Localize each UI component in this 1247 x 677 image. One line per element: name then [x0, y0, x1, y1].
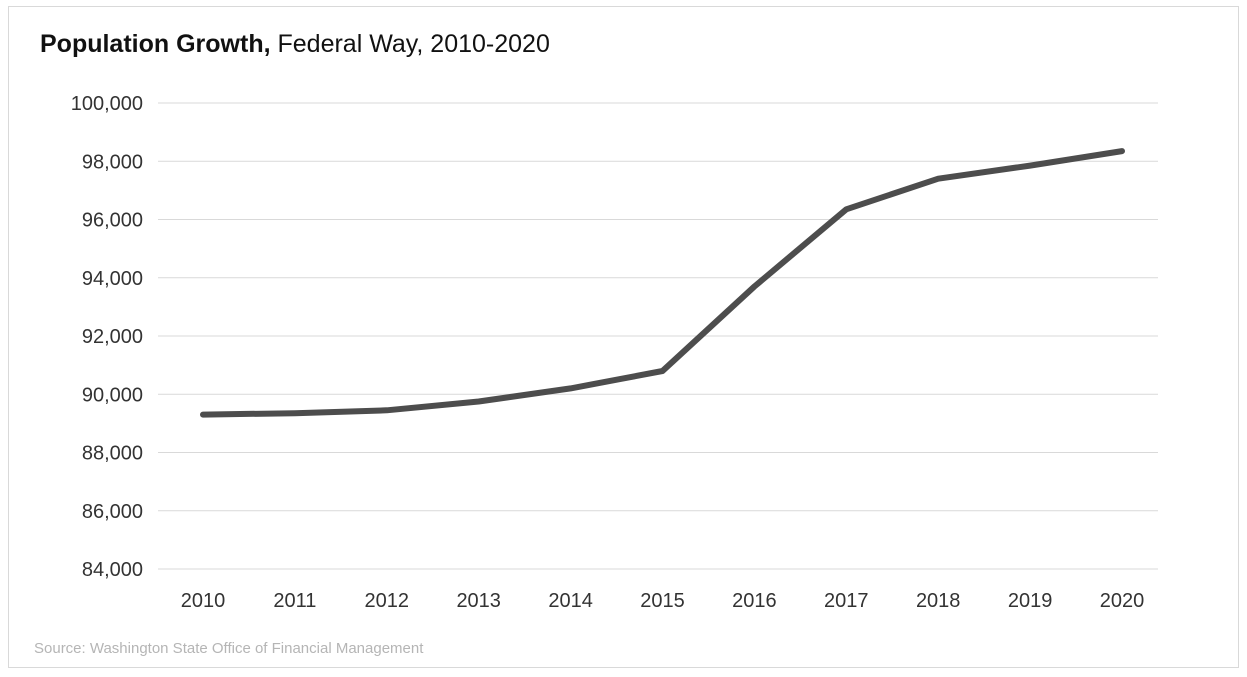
y-tick-label: 94,000 [82, 268, 143, 290]
chart-title-bold: Population Growth, [40, 30, 271, 58]
x-tick-label: 2019 [1008, 590, 1053, 612]
y-tick-label: 100,000 [71, 93, 143, 115]
source-note: Source: Washington State Office of Finan… [34, 640, 424, 657]
series-group [200, 148, 1125, 418]
y-tick-label: 98,000 [82, 151, 143, 173]
y-tick-label: 84,000 [82, 559, 143, 581]
x-tick-label: 2016 [732, 590, 777, 612]
y-axis-ticks: 84,000 86,000 88,000 90,000 92,000 94,000 96,0… [71, 93, 143, 581]
series-line [200, 148, 1125, 418]
x-tick-label: 2020 [1100, 590, 1145, 612]
x-tick-label: 2011 [273, 590, 316, 612]
x-tick-label: 2014 [548, 590, 593, 612]
y-tick-label: 90,000 [82, 384, 143, 406]
y-tick-label: 96,000 [82, 210, 143, 232]
x-axis-ticks: 2010 2011 2012 2013 2014 2015 2016 2017 2018 2019… [181, 590, 1145, 612]
chart-frame [8, 6, 1239, 668]
y-tick-label: 88,000 [82, 443, 143, 465]
x-tick-label: 2017 [824, 590, 869, 612]
x-tick-label: 2012 [365, 590, 410, 612]
x-tick-label: 2013 [456, 590, 501, 612]
y-tick-label: 86,000 [82, 501, 143, 523]
x-tick-label: 2015 [640, 590, 685, 612]
grid-lines [158, 102, 1158, 570]
x-tick-label: 2010 [181, 590, 226, 612]
y-tick-label: 92,000 [82, 326, 143, 348]
chart-title: Population Growth, Federal Way, 2010-202… [40, 30, 550, 59]
chart-title-rest: Federal Way, 2010-2020 [277, 30, 550, 58]
x-tick-label: 2018 [916, 590, 961, 612]
